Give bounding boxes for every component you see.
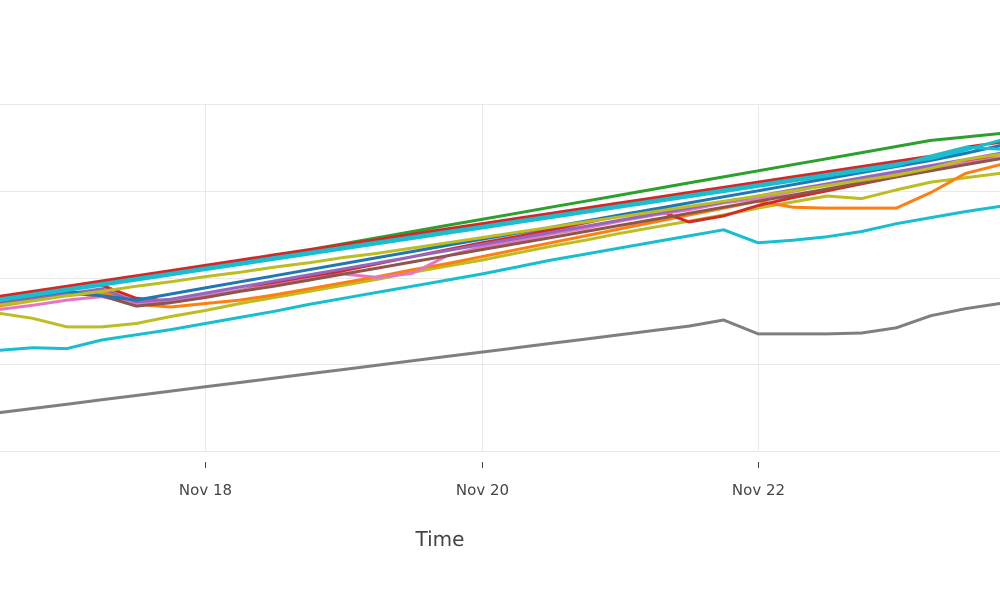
series-lines [0, 132, 1000, 415]
x-tick-label: Nov 22 [732, 481, 785, 499]
series-line-7 [0, 157, 1000, 308]
x-tick-label: Nov 20 [456, 481, 509, 499]
series-line-1 [0, 302, 1000, 415]
series-line-13 [0, 138, 1000, 301]
x-tick-label: Nov 18 [179, 481, 232, 499]
series-line-4 [0, 163, 1000, 309]
series-line-12 [0, 145, 1000, 303]
x-axis: Nov 18 Nov 20 Nov 22 [179, 462, 785, 499]
series-line-2 [0, 204, 1000, 352]
series-line-3 [0, 171, 1000, 329]
x-axis-title: Time [415, 527, 465, 551]
series-line-8 [0, 151, 1000, 306]
series-line-11 [0, 140, 1000, 298]
series-line-14 [0, 152, 1000, 307]
